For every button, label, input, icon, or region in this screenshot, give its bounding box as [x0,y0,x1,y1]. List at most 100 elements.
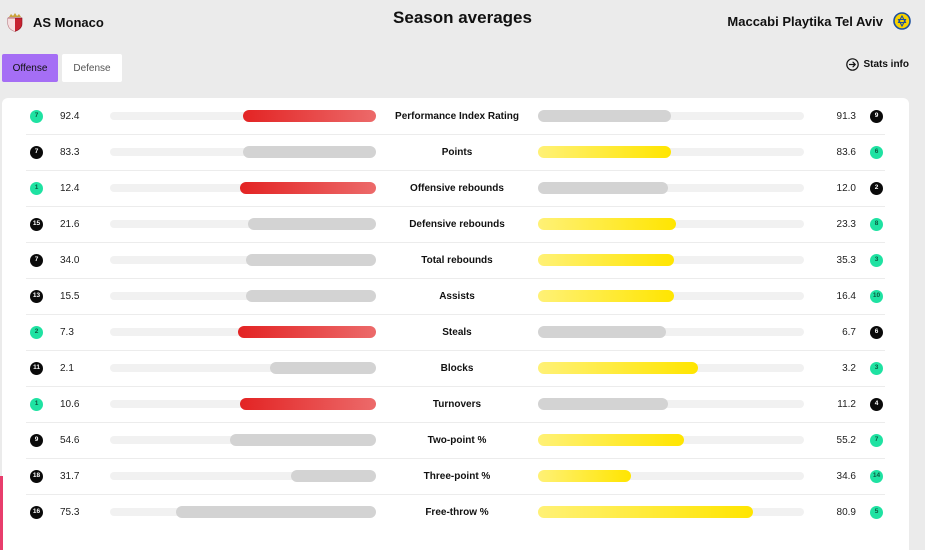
home-value: 7.3 [60,327,74,338]
home-rank-badge: 7 [30,110,43,123]
away-value: 35.3 [836,255,856,266]
away-rank-badge: 3 [870,254,883,267]
away-value: 12.0 [836,183,856,194]
home-bar-fill [238,326,376,338]
away-rank-badge: 14 [870,470,883,483]
away-bar-track [538,182,804,194]
away-rank-badge: 3 [870,362,883,375]
away-value: 11.2 [837,399,856,410]
home-rank-badge: 11 [30,362,43,375]
home-rank-badge: 1 [30,182,43,195]
away-rank-badge: 6 [870,146,883,159]
away-bar-track [538,470,804,482]
away-value: 6.7 [842,327,856,338]
stat-row: 15 21.6 Defensive rebounds 23.3 8 [26,207,885,243]
away-bar-track [538,362,804,374]
stat-label: Three-point % [423,471,491,482]
stat-label: Blocks [440,363,474,374]
home-value: 31.7 [60,471,80,482]
away-value: 34.6 [836,471,856,482]
away-bar-track [538,254,804,266]
home-bar-track [110,470,376,482]
maccabi-logo-icon [893,12,911,30]
stat-label: Steals [442,327,472,338]
home-value: 15.5 [60,291,80,302]
home-rank-badge: 2 [30,326,43,339]
home-bar-fill [248,218,376,230]
stat-row: 1 10.6 Turnovers 11.2 4 [26,387,885,423]
away-bar-track [538,506,804,518]
home-rank-badge: 18 [30,470,43,483]
stat-label: Offensive rebounds [410,183,504,194]
home-rank-badge: 15 [30,218,43,231]
home-bar-track [110,362,376,374]
away-bar-track [538,218,804,230]
stat-row: 9 54.6 Two-point % 55.2 7 [26,423,885,459]
home-bar-track [110,434,376,446]
home-bar-track [110,254,376,266]
away-bar-fill [538,434,684,446]
home-bar-fill [243,110,376,122]
home-value: 54.6 [60,435,80,446]
away-team-name: Maccabi Playtika Tel Aviv [727,13,883,29]
home-bar-fill [246,254,376,266]
away-rank-badge: 9 [870,110,883,123]
away-value: 55.2 [836,435,856,446]
home-team-name: AS Monaco [33,14,104,30]
home-rank-badge: 7 [30,146,43,159]
away-bar-fill [538,254,674,266]
away-bar-fill [538,218,676,230]
away-rank-badge: 5 [870,506,883,519]
home-value: 75.3 [60,507,80,518]
home-bar-fill [291,470,376,482]
away-bar-track [538,110,804,122]
away-value: 80.9 [836,507,856,518]
stat-label: Performance Index Rating [395,111,519,122]
away-bar-fill [538,398,668,410]
tab-defense[interactable]: Defense [62,54,122,82]
home-team[interactable]: AS Monaco [6,12,104,32]
home-bar-track [110,326,376,338]
stat-row: 2 7.3 Steals 6.7 6 [26,315,885,351]
away-bar-track [538,290,804,302]
tab-offense[interactable]: Offense [2,54,58,82]
away-bar-fill [538,146,671,158]
stat-label: Points [441,147,473,158]
home-rank-badge: 7 [30,254,43,267]
away-bar-fill [538,362,698,374]
stat-label: Free-throw % [425,507,489,518]
header: AS Monaco Season averages Maccabi Playti… [0,0,925,50]
page-title: Season averages [393,8,532,27]
away-bar-track [538,146,804,158]
stat-label: Assists [439,291,475,302]
home-bar-fill [246,290,376,302]
home-bar-track [110,110,376,122]
away-value: 16.4 [836,291,856,302]
away-team[interactable]: Maccabi Playtika Tel Aviv [727,12,911,30]
home-value: 2.1 [60,363,74,374]
home-bar-track [110,218,376,230]
home-bar-track [110,182,376,194]
away-rank-badge: 4 [870,398,883,411]
arrow-circle-right-icon [846,58,860,71]
stat-label: Total rebounds [421,255,493,266]
stat-label: Defensive rebounds [409,219,505,230]
away-rank-badge: 6 [870,326,883,339]
stat-row: 16 75.3 Free-throw % 80.9 5 [26,495,885,531]
stat-label: Turnovers [432,399,482,410]
home-rank-badge: 9 [30,434,43,447]
away-rank-badge: 8 [870,218,883,231]
away-bar-track [538,398,804,410]
home-value: 34.0 [60,255,80,266]
home-rank-badge: 1 [30,398,43,411]
stats-info-link[interactable]: Stats info [846,58,909,71]
home-rank-badge: 13 [30,290,43,303]
stat-row: 18 31.7 Three-point % 34.6 14 [26,459,885,495]
away-value: 3.2 [842,363,856,374]
stat-row: 7 83.3 Points 83.6 6 [26,135,885,171]
stats-card: 7 92.4 Performance Index Rating 91.3 9 7 83.3 P… [2,98,909,550]
stat-row: 7 92.4 Performance Index Rating 91.3 9 [26,99,885,135]
away-bar-fill [538,290,674,302]
as-monaco-logo-icon [6,12,24,32]
home-bar-track [110,506,376,518]
